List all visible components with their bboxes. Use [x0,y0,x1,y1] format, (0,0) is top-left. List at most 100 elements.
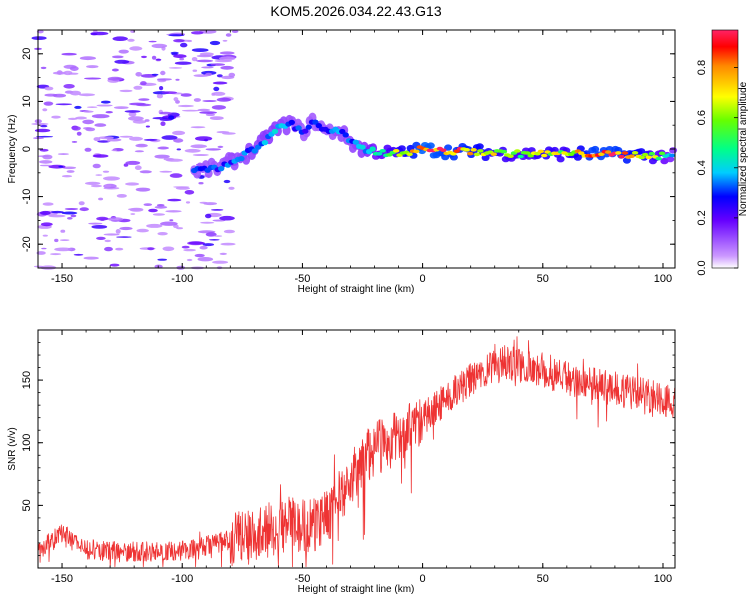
spectrogram-ridge-core [598,152,605,156]
spectrogram-ridge-halo [591,145,600,153]
spectrogram-noise-blob [52,93,67,98]
spectrogram-noise-blob [36,135,54,138]
spectrogram-noise-blob [116,236,132,238]
spectrogram-noise-blob [141,55,147,59]
spectrogram-noise-blob [52,71,67,75]
spectrogram-ridge-core [477,149,484,153]
spectrogram-noise-blob [190,126,206,129]
snr-series-line [37,336,676,568]
spectrogram-noise-blob [173,39,185,43]
snr-panel: -150 -100 -50 0 50 100 50 100 150 Height of str… [7,329,676,595]
spectrogram-noise-blob [216,97,232,102]
spectrogram-noise-blob [144,119,150,122]
spectrogram-noise-blob [197,257,214,262]
spectrogram-ridge-halo [669,147,678,154]
spectrogram-noise-blob [39,160,53,164]
spectrogram-noise-blob [223,229,235,234]
spectrogram-noise-blob [199,201,208,204]
colorbar-gradient [712,30,738,268]
spectrogram-noise-blob [92,154,109,158]
spectrogram-noise-blob [104,184,112,188]
spectrogram-noise-blob [91,114,110,119]
spectrogram-ridge-halo [556,156,565,163]
spectrogram-noise-blob [165,158,183,162]
spectrogram-ridge-core [218,166,225,172]
spectrogram-x-tick-label: -100 [171,273,193,285]
spectrogram-noise-blob [42,154,53,160]
spectrogram-noise-blobs [31,29,239,270]
spectrogram-noise-blob [109,263,120,267]
snr-x-axis-label: Height of straight line (km) [298,584,415,595]
spectrogram-noise-blob [129,46,143,51]
spectrogram-noise-blob [130,213,136,215]
snr-y-tick-label: 100 [21,434,33,452]
spectrogram-noise-blob [210,63,225,66]
spectrogram-noise-blob [151,55,157,60]
spectrogram-noise-blob [127,116,144,121]
spectrogram-noise-blob [42,234,48,237]
spectrogram-noise-blob [143,138,158,141]
spectrogram-noise-blob [185,201,191,204]
spectrogram-noise-blob [44,86,54,91]
spectrogram-noise-blob [213,235,223,237]
spectrogram-noise-blob [148,208,158,213]
spectrogram-noise-blob [157,232,168,236]
spectrogram-noise-blob [62,166,77,170]
spectrogram-x-tick-label: 50 [537,273,549,285]
spectrogram-noise-blob [176,227,184,230]
colorbar-tick-label: 0.0 [696,260,708,275]
chart-title: KOM5.2026.034.22.43.G13 [270,3,441,19]
spectrogram-noise-blob [123,163,129,167]
spectrogram-noise-blob [125,182,140,186]
spectrogram-noise-blob [184,190,195,195]
spectrogram-ridge-core [406,152,413,157]
spectrogram-noise-blob [93,137,101,142]
spectrogram-noise-blob [127,38,135,42]
spectrogram-noise-blob [107,217,124,222]
colorbar-tick-label: 0.8 [696,60,708,75]
spectrogram-noise-blob [67,117,78,120]
spectrogram-ridge-halo [637,148,646,155]
spectrogram-noise-blob [103,233,120,236]
spectrogram-noise-blob [200,221,215,224]
spectrogram-noise-blob [161,135,178,140]
spectrogram-ridge-core [315,123,322,129]
spectrogram-noise-blob [57,153,69,155]
spectrogram-noise-blob [170,51,179,55]
spectrogram-noise-blob [93,30,98,33]
spectrogram-noise-blob [34,128,51,133]
spectrogram-noise-blob [169,219,174,222]
spectrogram-noise-blob [61,52,77,56]
spectrogram-noise-blob [135,72,142,77]
spectrogram-ridge-core [507,154,514,158]
spectrogram-y-tick-label: -20 [21,236,33,252]
spectrogram-noise-blob [220,65,234,70]
spectrogram-noise-blob [157,146,169,150]
spectrogram-noise-blob [216,74,223,78]
spectrogram-ridge-halo [573,154,582,161]
spectrogram-noise-blob [36,29,44,34]
spectrogram-noise-blob [54,247,72,252]
spectrogram-ridge-core [648,151,656,156]
spectrogram-noise-blob [191,57,198,62]
spectrogram-noise-blob [71,126,81,131]
spectrogram-noise-blob [111,149,118,152]
spectrogram-noise-blob [199,245,208,250]
spectrogram-noise-blob [212,91,226,96]
spectrogram-ridge-core [605,150,612,154]
spectrogram-noise-blob [192,69,198,72]
spectrogram-noise-blob [174,61,192,65]
spectrogram-noise-blob [151,73,159,76]
spectrogram-noise-blob [105,111,113,114]
spectrogram-noise-blob [198,182,204,185]
spectrogram-noise-blob [40,222,53,227]
spectrogram-y-tick-label: 0 [21,146,33,152]
spectrogram-noise-blob [165,210,182,213]
spectrogram-noise-blob [176,148,181,151]
spectrogram-ridge-core [342,132,349,138]
spectrogram-ridge-core [453,149,460,153]
spectrogram-ridge-core [312,119,319,125]
spectrogram-noise-blob [90,184,102,188]
spectrogram-y-tick-label: 20 [21,48,33,60]
